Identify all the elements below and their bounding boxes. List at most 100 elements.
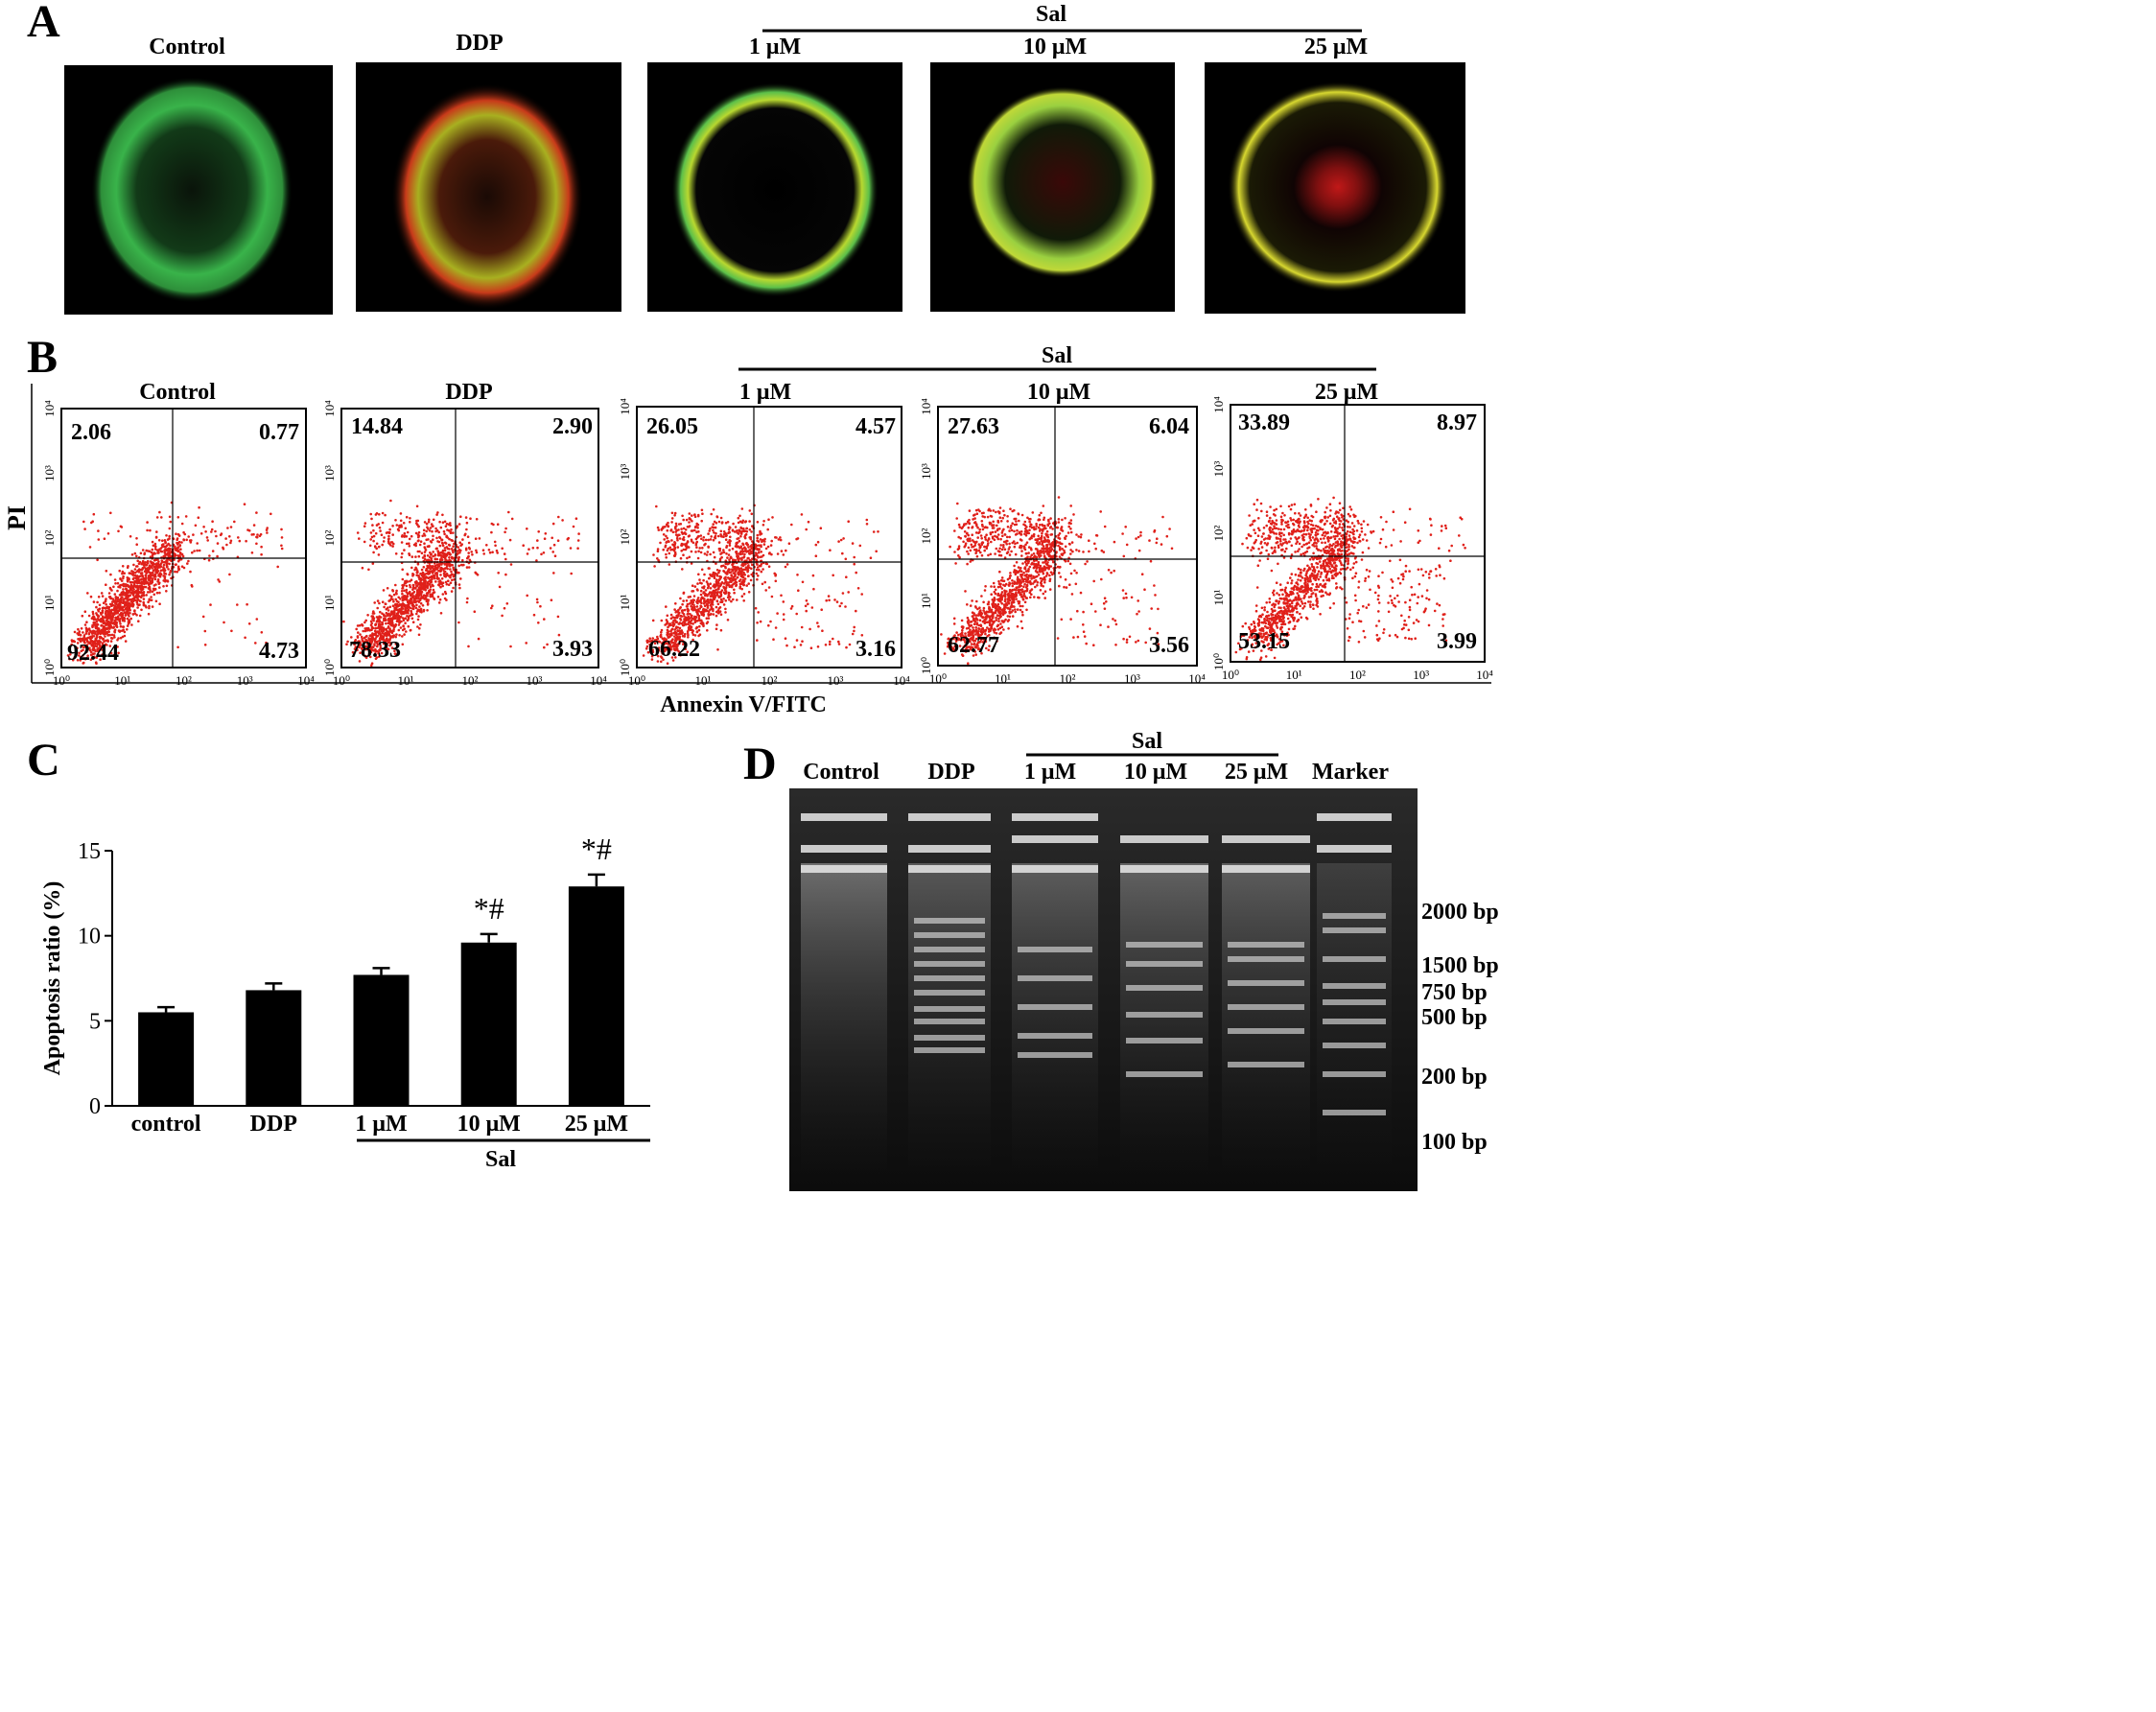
- event-dot: [99, 611, 103, 615]
- event-dot: [411, 592, 414, 595]
- event-dot: [503, 606, 506, 610]
- event-dot: [738, 573, 740, 576]
- event-dot: [163, 539, 167, 542]
- event-dot: [123, 605, 126, 608]
- event-dot: [176, 559, 180, 563]
- event-dot: [82, 520, 85, 524]
- event-dot: [669, 629, 672, 633]
- event-dot: [150, 596, 152, 598]
- event-dot: [400, 541, 404, 544]
- event-dot: [177, 534, 181, 537]
- event-dot: [1035, 567, 1038, 570]
- event-dot: [395, 633, 398, 636]
- event-dot: [182, 538, 185, 541]
- event-dot: [694, 525, 697, 528]
- event-dot: [128, 576, 130, 580]
- event-dot: [404, 621, 407, 624]
- event-dot: [375, 631, 378, 634]
- event-dot: [439, 612, 443, 615]
- event-dot: [828, 643, 832, 645]
- event-dot: [158, 575, 162, 578]
- event-dot: [252, 532, 255, 536]
- event-dot: [557, 515, 560, 519]
- event-dot: [406, 595, 409, 598]
- event-dot: [126, 628, 129, 631]
- event-dot: [402, 624, 405, 627]
- event-dot: [214, 529, 217, 533]
- event-dot: [117, 529, 120, 533]
- event-dot: [117, 602, 121, 606]
- event-dot: [764, 562, 768, 565]
- event-dot: [121, 570, 125, 574]
- event-dot: [358, 537, 361, 540]
- event-dot: [706, 586, 710, 590]
- event-dot: [970, 620, 973, 623]
- event-dot: [408, 542, 410, 545]
- event-dot: [387, 534, 390, 538]
- event-dot: [122, 628, 125, 631]
- event-dot: [1094, 547, 1097, 551]
- event-dot: [405, 598, 409, 601]
- event-dot: [682, 599, 685, 602]
- event-dot: [990, 585, 993, 588]
- event-dot: [754, 606, 758, 610]
- event-dot: [95, 633, 99, 636]
- event-dot: [159, 569, 163, 573]
- event-dot: [670, 539, 673, 542]
- event-dot: [419, 540, 423, 543]
- event-dot: [702, 624, 705, 628]
- event-dot: [436, 596, 440, 598]
- event-dot: [123, 572, 126, 575]
- event-dot: [1148, 627, 1152, 630]
- event-dot: [671, 622, 675, 626]
- event-dot: [669, 528, 672, 532]
- event-dot: [697, 599, 701, 602]
- event-dot: [756, 639, 759, 642]
- event-dot: [953, 551, 956, 553]
- event-dot: [458, 551, 461, 554]
- event-dot: [208, 554, 211, 557]
- event-dot: [526, 594, 528, 598]
- event-dot: [478, 537, 481, 540]
- event-dot: [510, 517, 514, 521]
- event-dot: [148, 586, 152, 590]
- event-dot: [123, 616, 126, 620]
- event-dot: [396, 604, 400, 608]
- event-dot: [732, 598, 735, 601]
- event-dot: [551, 551, 554, 553]
- cell-1um: [671, 82, 879, 297]
- event-dot: [259, 532, 263, 536]
- event-dot: [726, 619, 730, 621]
- event-dot: [376, 606, 380, 610]
- event-dot: [712, 609, 715, 613]
- event-dot: [539, 604, 542, 608]
- event-dot: [426, 602, 430, 605]
- event-dot: [735, 584, 738, 588]
- event-dot: [371, 524, 374, 527]
- event-dot: [388, 528, 391, 531]
- event-dot: [112, 653, 116, 657]
- event-dot: [767, 623, 770, 627]
- event-dot: [1103, 597, 1107, 599]
- event-dot: [477, 637, 480, 641]
- event-dot: [751, 563, 754, 567]
- event-dot: [716, 534, 720, 538]
- event-dot: [148, 582, 152, 585]
- event-dot: [76, 642, 80, 645]
- event-dot: [450, 548, 454, 551]
- event-dot: [715, 562, 717, 565]
- event-dot: [994, 588, 997, 592]
- event-dot: [142, 600, 145, 604]
- event-dot: [809, 646, 813, 649]
- event-dot: [379, 529, 382, 532]
- event-dot: [407, 624, 410, 628]
- event-dot: [700, 610, 704, 614]
- event-dot: [780, 594, 783, 598]
- event-dot: [1014, 610, 1017, 614]
- event-dot: [138, 614, 142, 618]
- event-dot: [968, 509, 972, 512]
- event-dot: [137, 569, 141, 573]
- event-dot: [119, 624, 123, 628]
- event-dot: [466, 597, 469, 600]
- event-dot: [435, 557, 439, 561]
